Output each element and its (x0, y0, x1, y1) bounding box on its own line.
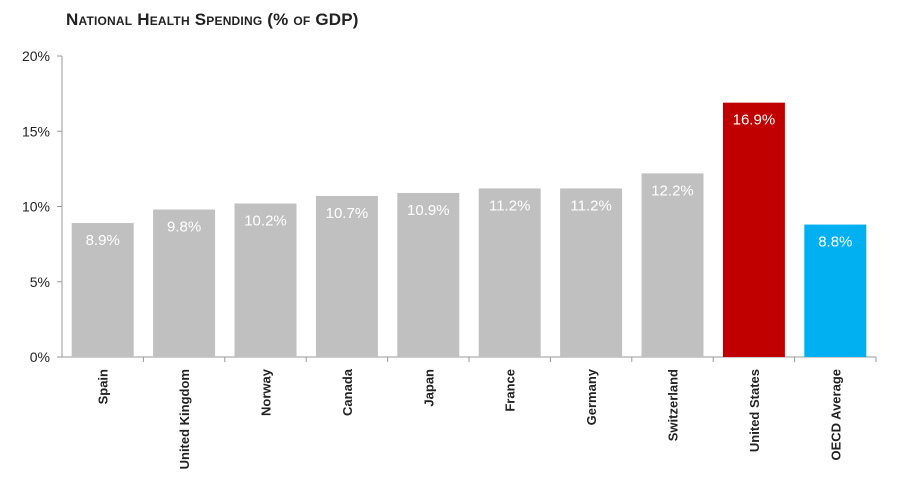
data-label: 11.2% (570, 197, 611, 214)
category-label: United States (747, 369, 762, 452)
bar (804, 224, 867, 357)
category-label: Japan (421, 369, 436, 407)
category-label: Norway (259, 368, 274, 416)
bar (153, 209, 216, 357)
category-label: United Kingdom (177, 369, 192, 469)
bar (560, 188, 623, 357)
y-tick-label: 10% (22, 199, 50, 215)
data-label: 10.9% (407, 202, 450, 219)
data-label: 12.2% (651, 182, 694, 199)
bar (641, 173, 704, 357)
y-tick-label: 15% (22, 123, 50, 139)
data-label: 16.9% (733, 112, 776, 129)
category-label: Switzerland (666, 369, 681, 441)
category-label: OECD Average (828, 369, 843, 461)
y-tick-label: 5% (30, 274, 50, 290)
data-label: 10.7% (326, 205, 369, 222)
y-tick-label: 0% (30, 349, 50, 365)
category-label: Germany (584, 368, 599, 425)
bar (397, 192, 460, 357)
data-label: 10.2% (244, 212, 287, 229)
data-label: 8.8% (818, 234, 852, 251)
bar (315, 195, 378, 357)
bar (722, 102, 785, 357)
bar (478, 188, 541, 357)
data-label: 9.8% (167, 219, 201, 236)
category-label: France (503, 369, 518, 412)
chart-title: National Health Spending (% of GDP) (66, 10, 359, 29)
bar (234, 203, 297, 357)
category-label: Spain (96, 369, 111, 404)
data-label: 8.9% (86, 232, 120, 249)
category-label: Canada (340, 368, 355, 416)
y-tick-label: 20% (22, 48, 50, 64)
data-label: 11.2% (489, 197, 530, 214)
bar (71, 223, 134, 357)
